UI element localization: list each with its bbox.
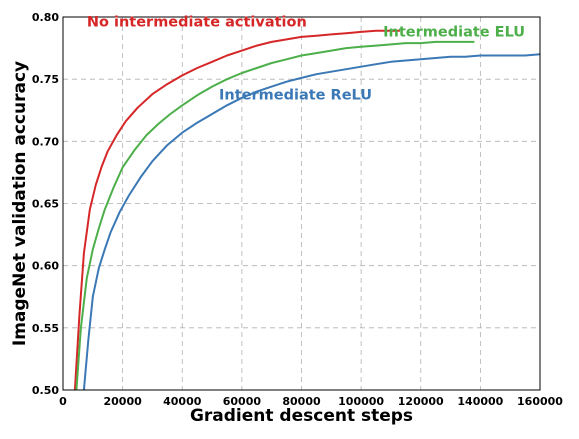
x-tick-label: 60000 bbox=[223, 395, 262, 408]
x-axis-label: Gradient descent steps bbox=[190, 406, 413, 426]
x-tick-label: 40000 bbox=[163, 395, 202, 408]
grid-layer bbox=[63, 17, 540, 390]
y-tick-label: 0.55 bbox=[32, 322, 59, 335]
y-tick-label: 0.75 bbox=[32, 73, 59, 86]
y-tick-label: 0.80 bbox=[32, 11, 59, 24]
x-tick-label: 140000 bbox=[457, 395, 503, 408]
series-label-2: Intermediate ReLU bbox=[219, 88, 372, 104]
x-tick-label: 160000 bbox=[517, 395, 563, 408]
x-tick-label: 100000 bbox=[338, 395, 384, 408]
series-line-2 bbox=[82, 53, 541, 391]
series-line-1 bbox=[75, 40, 475, 391]
y-axis-label: ImageNet validation accuracy bbox=[10, 61, 30, 346]
y-tick-label: 0.70 bbox=[32, 135, 59, 148]
y-tick-label: 0.50 bbox=[32, 384, 59, 397]
series-line-0 bbox=[73, 29, 400, 391]
tick-labels: 0 20000 40000 60000 80000 100000 120000 140000 1… bbox=[32, 11, 563, 408]
x-tick-label: 120000 bbox=[398, 395, 444, 408]
plot-frame bbox=[62, 16, 541, 391]
x-tick-label: 80000 bbox=[282, 395, 321, 408]
x-tick-label: 20000 bbox=[103, 395, 142, 408]
y-tick-label: 0.65 bbox=[32, 198, 59, 211]
x-tick-label: 0 bbox=[59, 395, 67, 408]
series-label-0: No intermediate activation bbox=[87, 14, 307, 30]
series-lines bbox=[73, 29, 541, 391]
series-label-1: Intermediate ELU bbox=[383, 24, 525, 40]
series-labels: No intermediate activation Intermediate E… bbox=[87, 14, 525, 103]
y-tick-label: 0.60 bbox=[32, 260, 59, 273]
